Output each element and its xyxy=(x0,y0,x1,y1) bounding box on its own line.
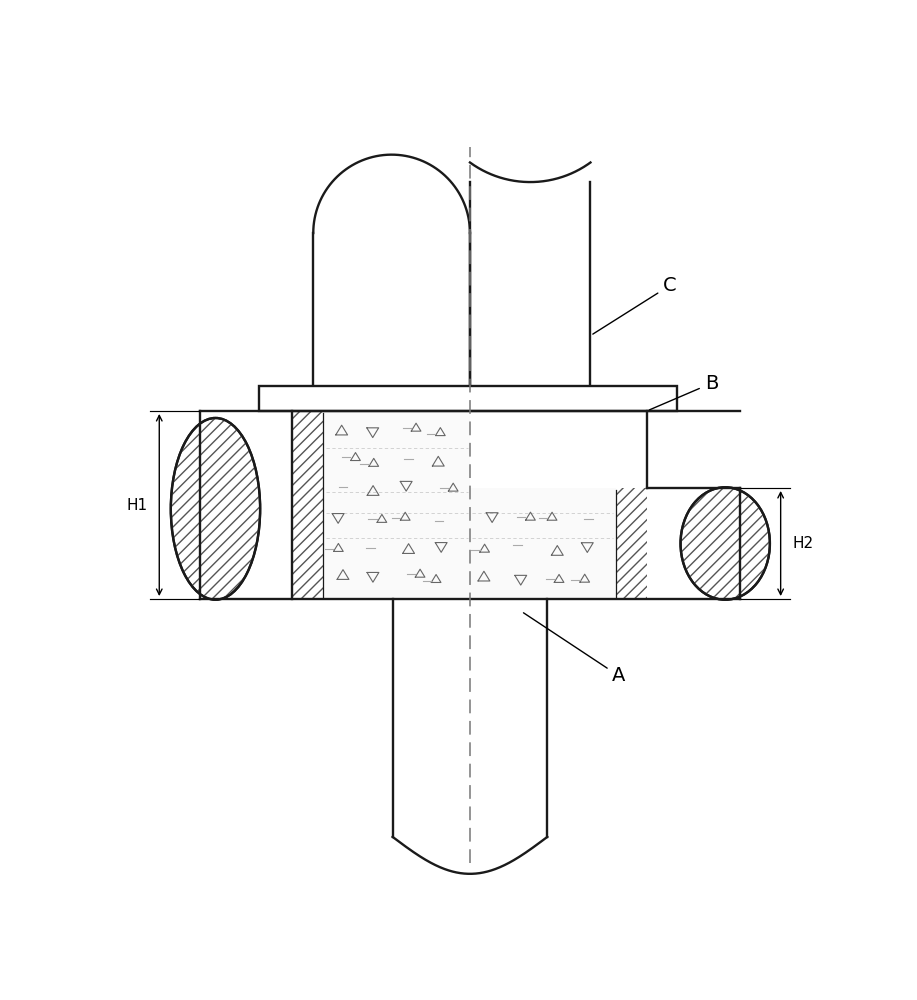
Ellipse shape xyxy=(171,418,260,600)
Bar xyxy=(470,488,616,599)
Bar xyxy=(324,411,470,599)
Ellipse shape xyxy=(680,487,770,600)
Bar xyxy=(616,488,646,599)
Text: A: A xyxy=(524,613,625,685)
Bar xyxy=(260,386,678,411)
Text: B: B xyxy=(649,374,718,410)
Text: H2: H2 xyxy=(792,536,813,551)
Bar xyxy=(200,411,740,599)
Bar xyxy=(293,411,324,599)
Text: H1: H1 xyxy=(127,497,148,512)
Text: C: C xyxy=(592,276,677,334)
